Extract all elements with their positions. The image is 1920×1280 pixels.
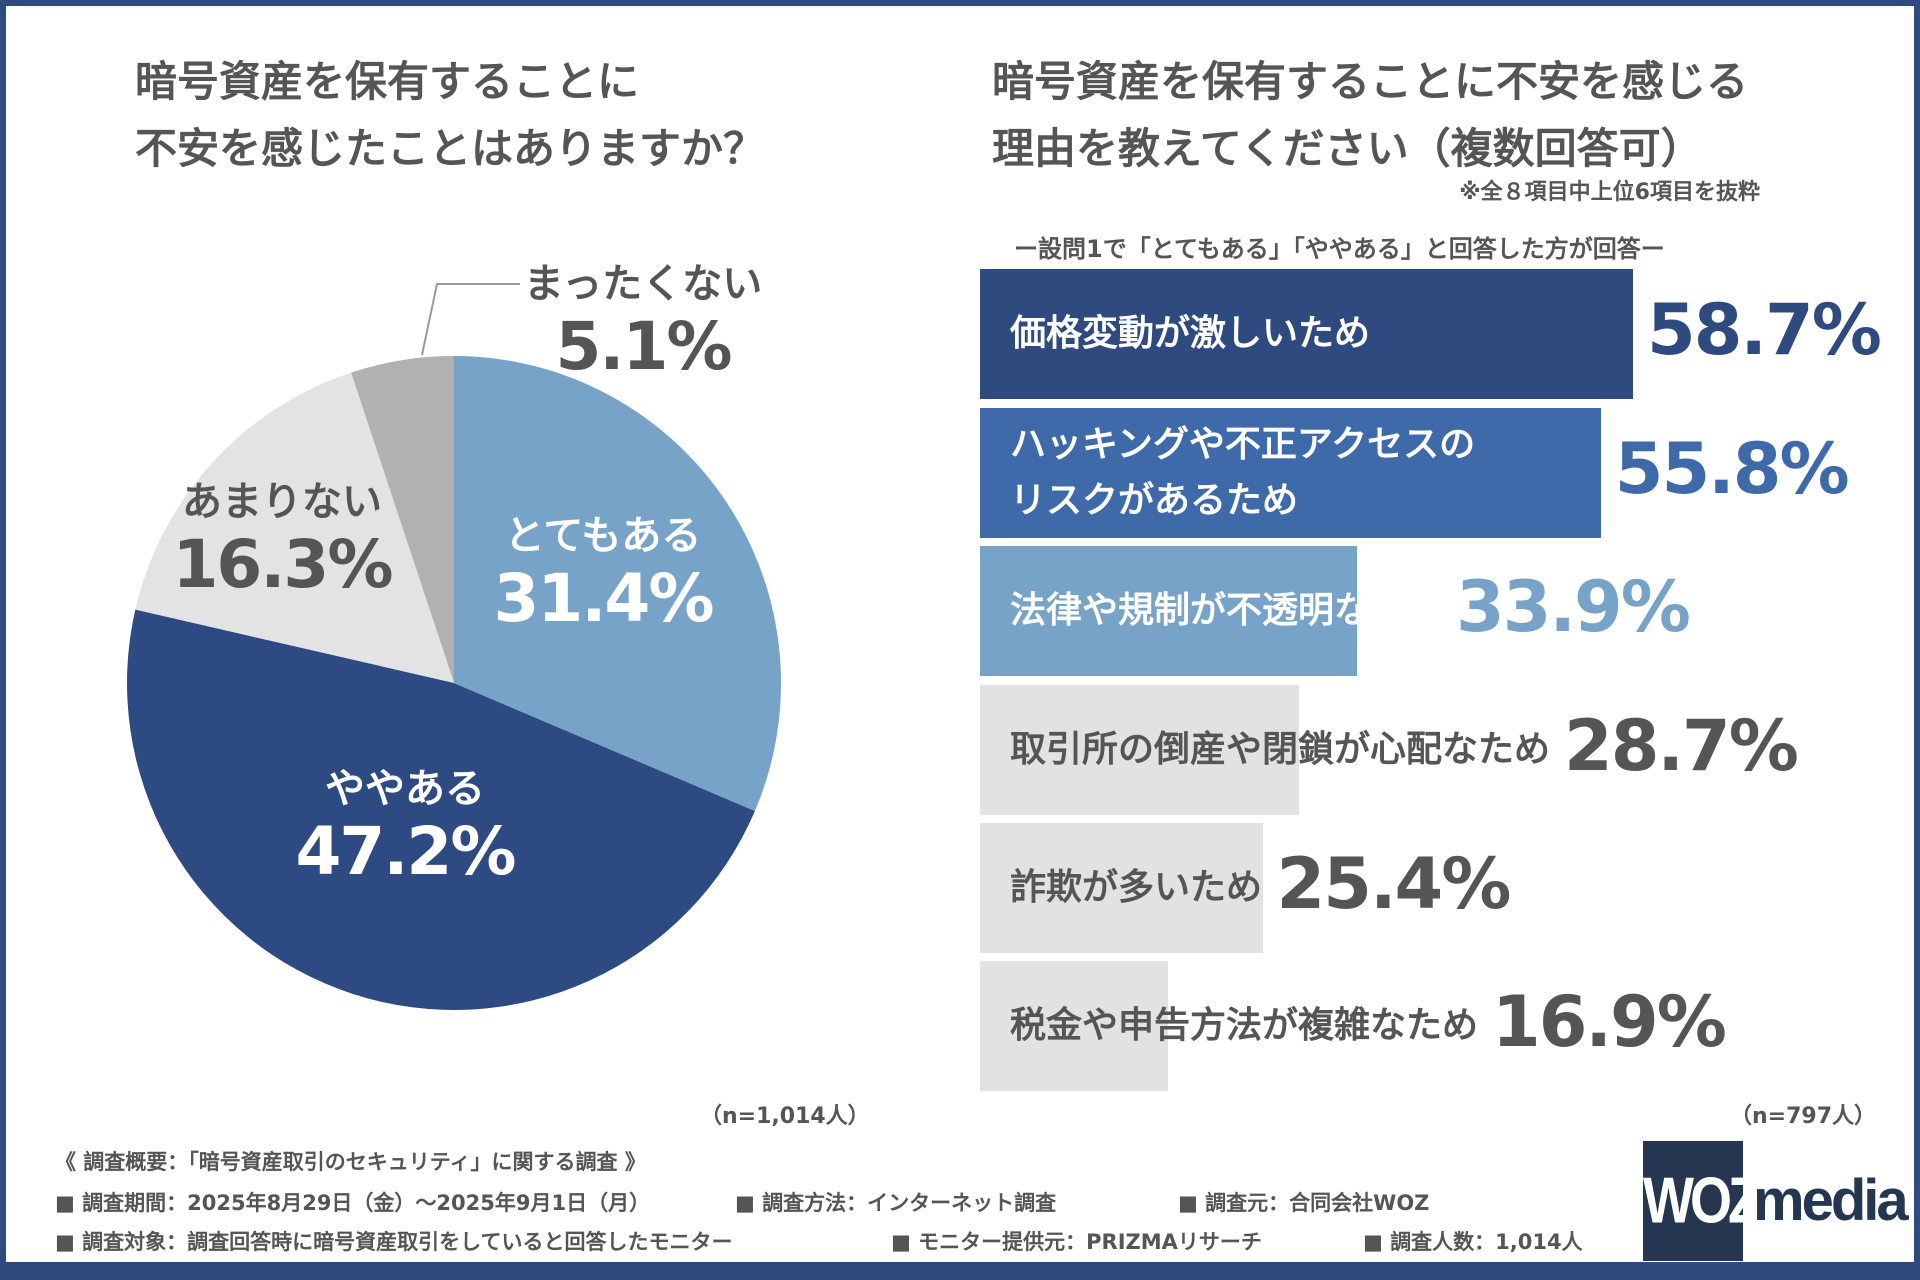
- pie-value: 31.4%: [493, 560, 715, 637]
- bar-label: ハッキングや不正アクセスの リスクがあるため: [1010, 417, 1475, 529]
- bar-label-line: 法律や規制が不透明なため: [1010, 590, 1443, 631]
- leader-line: [421, 283, 520, 356]
- bar-6: [980, 961, 1168, 1091]
- bar-1: [980, 269, 1633, 399]
- bar-label-line: リスクがあるため: [1010, 480, 1299, 521]
- survey-count: ■ 調査人数：1,014人: [1363, 1230, 1583, 1254]
- bar-value: 33.9%: [1456, 566, 1691, 648]
- bar-value: 25.4%: [1276, 843, 1512, 925]
- bar-value: 55.8%: [1614, 428, 1850, 510]
- pie-category: とてもある: [504, 513, 702, 559]
- pie-value: 16.3%: [172, 526, 394, 603]
- pie-label-yaya: ややある 47.2%: [295, 765, 517, 891]
- logo-media: media: [1753, 1168, 1909, 1233]
- pie-category: まったくない: [523, 261, 763, 307]
- pie-category: あまりない: [181, 479, 382, 525]
- right-chart-subtitle: ー設問1で「とてもある」「ややある」と回答した方が回答ー: [1014, 235, 1665, 263]
- pie-slice-4: [350, 356, 454, 683]
- bar-label: 税金や申告方法が複雑なため: [1010, 998, 1478, 1054]
- bar-2: [980, 408, 1601, 538]
- survey-method: ■ 調査方法：インターネット調査: [735, 1191, 1057, 1215]
- pie-category: ややある: [324, 766, 485, 812]
- bar-3: [980, 546, 1358, 676]
- survey-heading: 《 調査概要：「暗号資産取引のセキュリティ」に関する調査 》: [55, 1150, 646, 1174]
- bar-5: [980, 823, 1263, 953]
- bar-label-line: 詐欺が多いため: [1010, 867, 1263, 908]
- left-title-line-1: 暗号資産を保有することに: [135, 57, 640, 106]
- bar-label: 価格変動が激しいため: [1010, 306, 1370, 362]
- bar-value: 58.7%: [1647, 289, 1882, 371]
- survey-monitor-provider: ■ モニター提供元：PRIZMAリサーチ: [891, 1230, 1262, 1254]
- bar-value: 28.7%: [1564, 705, 1799, 787]
- bar-label: 法律や規制が不透明なため: [1010, 583, 1442, 639]
- pie-label-totemo: とてもある 31.4%: [493, 512, 715, 638]
- pie-label-amari: あまりない 16.3%: [172, 478, 394, 604]
- bar-label-line: 取引所の倒産や閉鎖が心配なため: [1010, 729, 1551, 770]
- pie-slice-1: [454, 356, 782, 811]
- logo-woz: WOZ: [1643, 1141, 1761, 1261]
- right-title-line-1: 暗号資産を保有することに不安を感じる: [992, 57, 1749, 106]
- bar-label: 取引所の倒産や閉鎖が心配なため: [1010, 722, 1550, 778]
- left-chart-title: 暗号資産を保有することに 不安を感じたことはありますか？: [135, 48, 765, 182]
- bar-4: [980, 685, 1300, 815]
- right-chart-title: 暗号資産を保有することに不安を感じる 理由を教えてください（複数回答可）: [992, 48, 1748, 182]
- bar-label: 詐欺が多いため: [1010, 860, 1262, 916]
- pie-slice-3: [135, 372, 454, 683]
- bar-label-line: ハッキングや不正アクセスの: [1010, 424, 1476, 465]
- bar-label-line: 価格変動が激しいため: [1010, 313, 1371, 354]
- pie-slice-2: [127, 609, 755, 1011]
- survey-source: ■ 調査元：合同会社WOZ: [1178, 1191, 1430, 1215]
- left-sample-size: （n=1,014人）: [700, 1104, 870, 1129]
- pie-value: 47.2%: [295, 813, 517, 890]
- right-chart-note: ※全８項目中上位6項目を抜粋: [1459, 180, 1760, 205]
- pie-value: 5.1%: [555, 308, 732, 385]
- survey-target: ■ 調査対象：調査回答時に暗号資産取引をしていると回答したモニター: [55, 1230, 733, 1254]
- right-title-line-2: 理由を教えてください（複数回答可）: [992, 124, 1703, 173]
- bar-value: 16.9%: [1492, 981, 1727, 1063]
- survey-period: ■ 調査期間：2025年8月29日（金）～2025年9月1日（月）: [55, 1191, 651, 1215]
- bar-label-line: 税金や申告方法が複雑なため: [1010, 1005, 1479, 1046]
- woz-media-logo: WOZ media: [1643, 1141, 1909, 1261]
- left-title-line-2: 不安を感じたことはありますか？: [135, 124, 766, 173]
- right-sample-size: （n=797人）: [1730, 1104, 1877, 1129]
- pie-label-mattaku: まったくない 5.1%: [524, 260, 762, 386]
